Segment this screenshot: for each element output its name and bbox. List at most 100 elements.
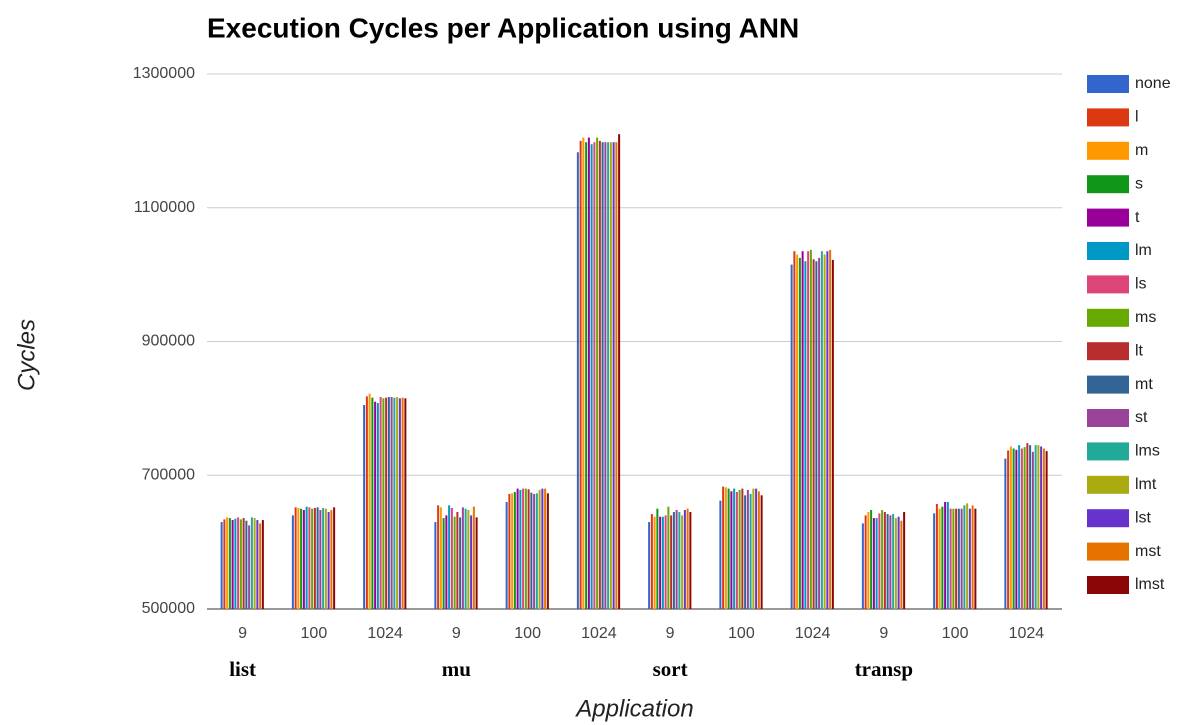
bar <box>505 502 508 609</box>
legend-label: none <box>1135 75 1171 92</box>
bar <box>607 142 610 609</box>
bar <box>256 520 259 609</box>
group-label: mu <box>442 657 471 681</box>
bar <box>818 257 821 609</box>
bar <box>333 507 336 609</box>
bar <box>735 491 738 609</box>
bar <box>689 512 692 609</box>
bar <box>541 488 544 609</box>
y-tick-label: 900000 <box>142 333 195 350</box>
bar <box>801 251 804 609</box>
bar <box>401 397 404 609</box>
legend-swatch <box>1087 141 1129 160</box>
bar <box>664 515 667 609</box>
legend-swatch <box>1087 308 1129 327</box>
bar <box>604 142 607 609</box>
bar <box>330 510 333 609</box>
bar <box>576 152 579 609</box>
bar <box>593 142 596 609</box>
legend-label: lms <box>1135 443 1160 460</box>
bar <box>971 505 974 609</box>
legend-label: l <box>1135 109 1139 126</box>
bar <box>538 489 541 609</box>
legend-label: ls <box>1135 276 1147 293</box>
bar <box>968 508 971 609</box>
bar <box>237 517 240 609</box>
x-tick-label: 1024 <box>1009 625 1045 642</box>
bar <box>957 508 960 609</box>
bar <box>831 259 834 609</box>
bar <box>530 492 533 609</box>
legend-swatch <box>1087 442 1129 461</box>
bar <box>861 523 864 609</box>
x-tick-label: 9 <box>666 625 675 642</box>
bar <box>820 251 823 609</box>
bar <box>475 517 478 609</box>
bar <box>585 142 588 609</box>
bar <box>322 508 325 609</box>
x-axis-title: Application <box>574 695 693 722</box>
bar <box>382 398 385 609</box>
bar <box>437 505 440 609</box>
bar <box>741 488 744 609</box>
bar <box>935 504 938 609</box>
bar <box>681 515 684 609</box>
bar <box>881 510 884 609</box>
bar <box>470 515 473 609</box>
bar <box>1020 448 1023 609</box>
bar <box>941 506 944 609</box>
y-axis-title: Cycles <box>13 319 40 391</box>
bar <box>889 515 892 609</box>
bar <box>938 508 941 609</box>
bar <box>508 493 511 609</box>
bar <box>618 134 621 609</box>
bar <box>396 397 399 609</box>
bar <box>615 142 618 609</box>
bar <box>223 519 226 609</box>
bar <box>894 518 897 609</box>
x-tick-label: 100 <box>301 625 328 642</box>
bar <box>656 508 659 609</box>
bar <box>724 487 727 609</box>
bar <box>790 264 793 609</box>
bar <box>513 491 516 609</box>
bar <box>1045 451 1048 609</box>
bar <box>809 249 812 609</box>
bar <box>453 516 456 609</box>
bar <box>960 508 963 609</box>
bar <box>659 516 662 609</box>
bar <box>672 512 675 609</box>
legend-swatch <box>1087 375 1129 394</box>
bar <box>464 508 467 609</box>
y-tick-label: 700000 <box>142 466 195 483</box>
bar <box>371 397 374 609</box>
bar <box>524 488 527 609</box>
group-label: sort <box>653 657 688 681</box>
bar <box>302 510 305 609</box>
bar <box>582 137 585 609</box>
bar <box>1009 446 1012 609</box>
bar <box>738 489 741 609</box>
legend-label: m <box>1135 142 1148 159</box>
bar <box>823 254 826 609</box>
bar <box>1034 445 1037 609</box>
y-tick-label: 500000 <box>142 600 195 617</box>
bar <box>511 493 514 609</box>
bar <box>963 505 966 609</box>
bar <box>903 512 906 609</box>
bar <box>1012 448 1015 609</box>
bar <box>727 488 730 609</box>
bar <box>670 515 673 609</box>
bar <box>546 493 549 609</box>
bar <box>675 510 678 609</box>
bar <box>752 488 755 609</box>
bar <box>793 251 796 609</box>
bar <box>313 508 316 609</box>
bar <box>933 513 936 609</box>
y-tick-label: 1300000 <box>133 65 195 82</box>
x-tick-label: 9 <box>879 625 888 642</box>
bar <box>522 488 525 609</box>
bar <box>949 508 952 609</box>
bar <box>661 516 664 609</box>
bar <box>393 397 396 609</box>
